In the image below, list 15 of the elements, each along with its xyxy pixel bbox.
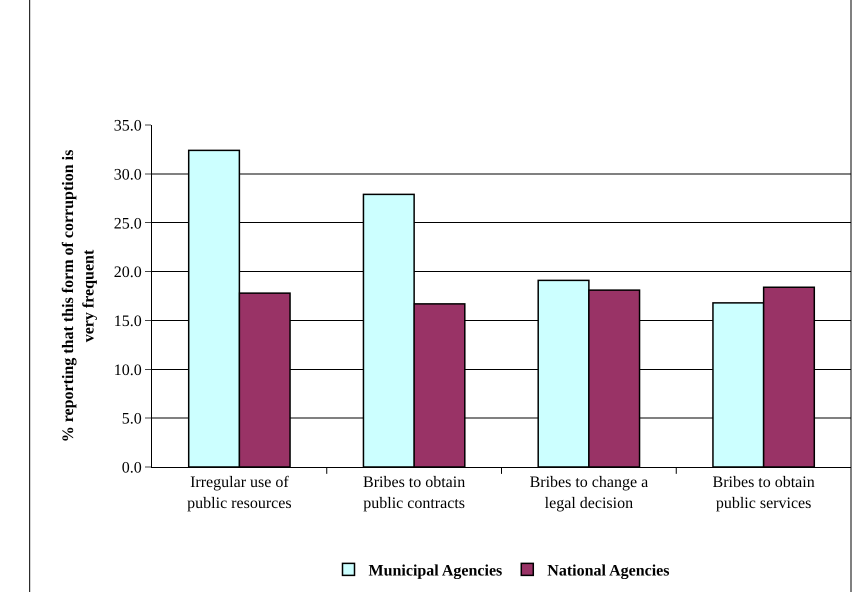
x-tick-label: Bribes to change a legal decision (530, 474, 648, 512)
y-tick-label: 35.0 (114, 118, 142, 135)
legend-label: Municipal Agencies (368, 562, 502, 580)
y-tick-label: 0.0 (122, 460, 142, 477)
y-tick-label: 30.0 (114, 166, 142, 184)
x-tick-label: Irregular use of public resources (187, 474, 292, 512)
legend-label: National Agencies (547, 562, 670, 580)
x-tick-label: Bribes to obtain public contracts (363, 474, 466, 512)
y-axis-title: % reporting that this form of corruption is very frequent (60, 150, 98, 442)
y-tick-label: 5.0 (122, 410, 142, 428)
y-tick-label: 10.0 (114, 362, 142, 379)
y-tick-label: 15.0 (114, 313, 142, 330)
x-tick-label: Bribes to obtain public services (712, 474, 815, 512)
y-tick-label: 25.0 (114, 215, 142, 232)
y-tick-label: 20.0 (114, 264, 142, 282)
